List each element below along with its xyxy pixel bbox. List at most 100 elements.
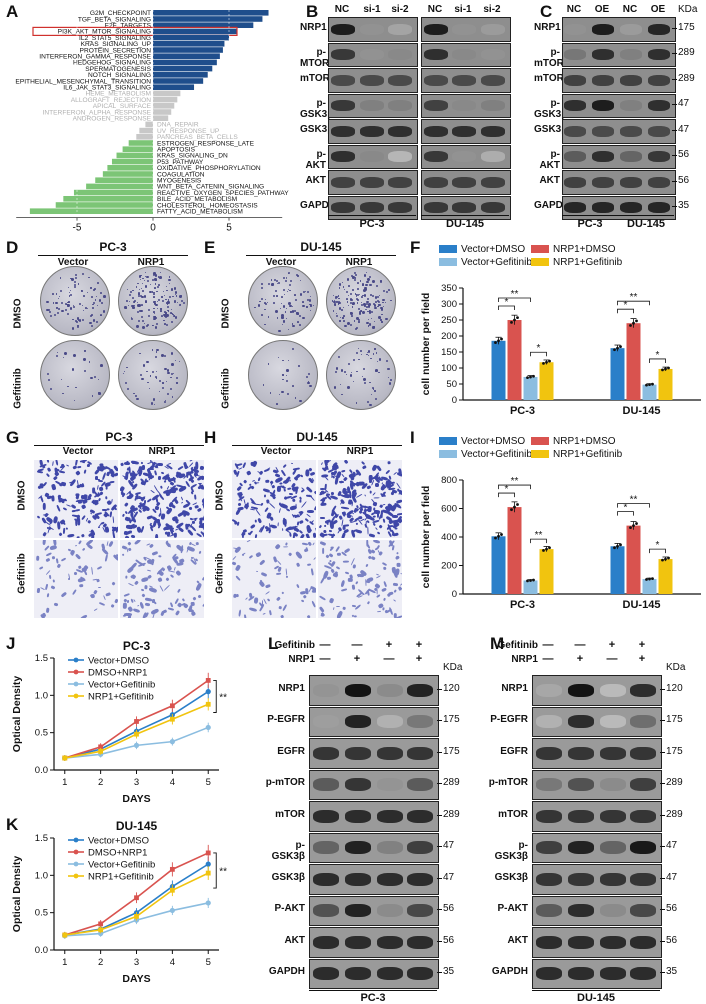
kda-label: 175 (666, 746, 683, 757)
colony-dot (377, 361, 378, 362)
data-point (629, 324, 632, 327)
cell-mark (306, 486, 313, 492)
y-tick-label: 400 (441, 532, 457, 543)
colony-dot (372, 295, 374, 297)
blot-strip (309, 833, 439, 864)
cell-mark (288, 552, 292, 556)
kda-label: 47 (678, 124, 689, 135)
nrp1-sign: + (349, 653, 365, 665)
colony-dot (376, 285, 378, 287)
cell-mark (393, 600, 396, 603)
colony-dot (50, 388, 52, 390)
colony-dot (289, 305, 292, 308)
colony-dot (67, 313, 69, 315)
kda-tick (437, 689, 442, 690)
blot-strip (532, 896, 662, 927)
colony-dot (299, 315, 301, 317)
cell-mark (271, 525, 275, 529)
cell-mark (324, 477, 328, 482)
blot-band (345, 778, 371, 791)
blot-strip (309, 801, 439, 832)
blot-row-label: p-MTOR (300, 47, 326, 69)
colony-dot (145, 285, 147, 287)
cell-mark (322, 548, 324, 554)
bar (508, 320, 522, 400)
colony-dot (164, 323, 166, 325)
cell-mark (270, 517, 274, 522)
colony-dot (288, 273, 289, 274)
cell-mark (320, 541, 327, 546)
colony-dot (129, 301, 130, 302)
colony-dot (277, 317, 279, 319)
cell-mark (352, 513, 355, 515)
cell-mark (259, 471, 264, 476)
kda-tick (437, 846, 442, 847)
colony-dot (382, 302, 384, 304)
blot-strip (562, 145, 676, 170)
blot-band (377, 936, 403, 949)
kda-tick (660, 720, 665, 721)
colony-dot (348, 305, 349, 306)
colony-dot (74, 284, 77, 287)
cell-mark (75, 509, 80, 512)
colony-dot (166, 381, 167, 382)
colony-dot (371, 318, 372, 319)
y-tick-label: 0.0 (35, 945, 48, 956)
legend-entry: Vector+Gefitinib (88, 680, 155, 691)
legend-marker (74, 838, 79, 843)
cell-mark (378, 551, 382, 556)
blot-band (648, 151, 670, 162)
cell-mark (311, 600, 316, 607)
colony-dot (333, 295, 334, 296)
cell-mark (364, 524, 367, 528)
colony-dot (306, 376, 308, 378)
colony-dot (302, 317, 304, 319)
transwell-image (318, 540, 402, 618)
cell-mark (397, 512, 402, 515)
significance-bracket (213, 853, 216, 888)
kda-label: 289 (666, 809, 683, 820)
legend-entry: Vector+Gefitinib (88, 860, 155, 871)
cell-mark (102, 472, 107, 480)
legend-marker (74, 862, 79, 867)
cell-mark (276, 596, 281, 601)
blot-band (564, 75, 586, 86)
colony-dot (288, 360, 289, 361)
bar (492, 536, 506, 594)
cell-mark (283, 546, 288, 547)
cell-mark (177, 588, 181, 592)
cell-mark (385, 470, 390, 475)
legend-swatch (531, 245, 549, 253)
bar (540, 549, 554, 594)
colony-dot (361, 304, 363, 306)
cell-mark (106, 500, 112, 505)
cell-mark (380, 504, 384, 508)
colony-dot (389, 383, 391, 385)
colony-dot (82, 305, 83, 306)
colony-dot (78, 319, 79, 320)
cell-mark (354, 615, 357, 617)
colony-dot (356, 371, 357, 372)
cell-mark (75, 554, 81, 560)
cell-mark (301, 501, 307, 508)
culture-dish (248, 266, 318, 336)
colony-dot (172, 396, 173, 397)
cell-mark (181, 497, 184, 501)
data-point (613, 348, 616, 351)
colony-dot (73, 306, 75, 308)
legend-entry: NRP1+Gefitinib (88, 692, 154, 703)
colony-dot (265, 299, 266, 300)
colony-dot (131, 318, 133, 320)
legend-swatch (531, 437, 549, 445)
colony-dot (177, 302, 178, 303)
series-point (206, 725, 211, 730)
series-point (98, 921, 103, 926)
colony-dot (313, 305, 315, 307)
colony-dot (123, 373, 124, 374)
blot-band (377, 684, 403, 697)
cell-mark (305, 588, 308, 595)
blot-band (345, 841, 371, 854)
cell-mark (375, 483, 379, 487)
gefitinib-sign: + (634, 639, 650, 651)
